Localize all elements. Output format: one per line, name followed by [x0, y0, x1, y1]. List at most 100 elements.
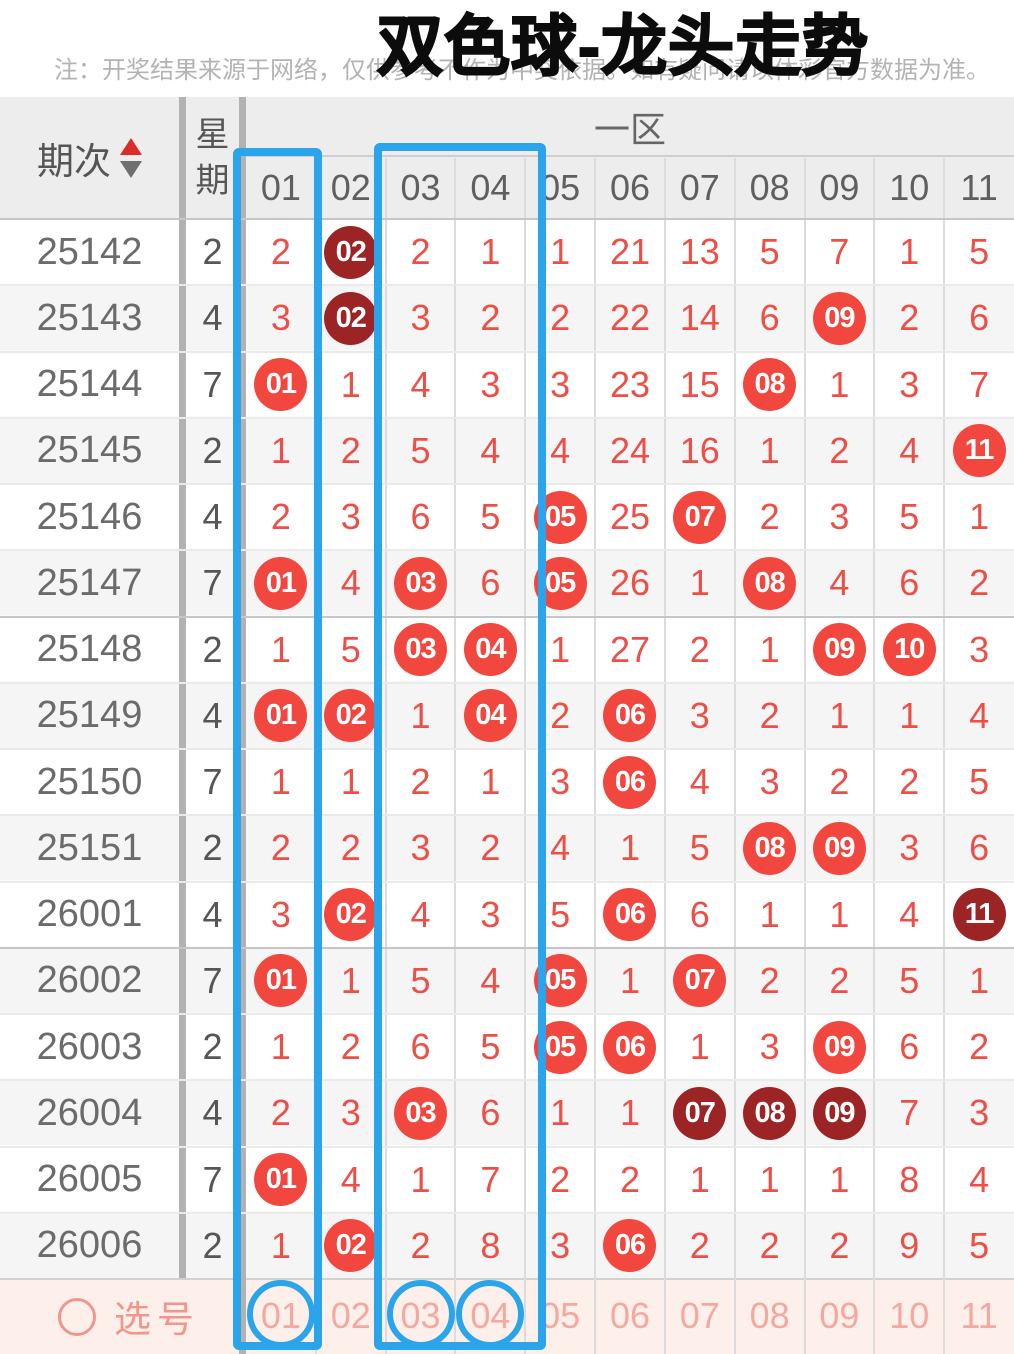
miss-count-cell: 3	[340, 496, 361, 538]
ball-cell: 08	[735, 816, 805, 880]
weekday-cell: 4	[202, 297, 223, 339]
miss-count-cell: 1	[340, 761, 361, 803]
weekday-cell: 4	[202, 694, 223, 736]
period-cell: 25151	[36, 826, 143, 869]
miss-count-cell: 2	[340, 1026, 361, 1068]
period-header-label: 期次	[37, 140, 111, 182]
ball-cell: 11	[944, 883, 1014, 947]
ball-cell: 02	[316, 883, 386, 947]
table-row-26003: 26003 2 1 2 6 5 05 06 1 3 09 6 2	[0, 1013, 1014, 1079]
miss-count-cell: 4	[410, 363, 431, 405]
select-number-09[interactable]: 09	[819, 1295, 860, 1336]
miss-count-cell: 3	[899, 363, 920, 405]
miss-count-cell: 4	[689, 761, 710, 803]
drawn-ball-09: 09	[812, 1020, 866, 1074]
select-number-05[interactable]: 05	[540, 1295, 581, 1336]
miss-count-cell: 6	[689, 893, 710, 935]
period-cell: 25143	[36, 296, 143, 339]
miss-count-cell: 1	[480, 231, 501, 273]
period-header-sort[interactable]: 期次	[0, 97, 179, 218]
select-number-08[interactable]: 08	[749, 1295, 790, 1336]
miss-count-cell: 1	[899, 231, 920, 273]
miss-count-cell: 4	[480, 959, 501, 1001]
weekday-cell: 2	[202, 231, 223, 273]
ball-cell: 03	[386, 1081, 456, 1145]
drawn-ball-01: 01	[254, 689, 308, 743]
drawn-ball-09: 09	[812, 821, 866, 875]
period-cell: 26003	[36, 1025, 143, 1068]
ball-cell: 07	[665, 1081, 735, 1145]
table-row-26005: 26005 7 01 4 1 7 2 2 1 1 1 8 4	[0, 1145, 1014, 1212]
weekday-cell: 2	[202, 1224, 223, 1266]
miss-count-cell: 2	[759, 694, 780, 736]
miss-count-cell: 16	[679, 429, 720, 471]
select-number-row: 选号 01 02 03 04 05 06 07 08 09 10 11	[0, 1278, 1014, 1354]
select-number-06[interactable]: 06	[609, 1295, 650, 1336]
sort-arrows-icon	[120, 137, 142, 178]
miss-count-cell: 22	[609, 297, 650, 339]
drawn-ball-02: 02	[324, 1219, 378, 1273]
select-radio-icon[interactable]	[58, 1298, 96, 1336]
miss-count-cell: 4	[550, 429, 571, 471]
miss-count-cell: 3	[270, 297, 291, 339]
miss-count-cell: 1	[829, 893, 850, 935]
miss-count-cell: 1	[829, 694, 850, 736]
miss-count-cell: 1	[340, 959, 361, 1001]
miss-count-cell: 2	[689, 628, 710, 670]
select-number-02[interactable]: 02	[330, 1295, 371, 1336]
drawn-ball-07: 07	[673, 954, 727, 1008]
drawn-ball-01: 01	[254, 954, 308, 1008]
column-divider	[733, 158, 736, 1354]
miss-count-cell: 7	[969, 363, 990, 405]
weekday-header-label: 星期	[195, 115, 230, 200]
weekday-cell: 4	[202, 496, 223, 538]
weekday-cell: 7	[202, 959, 223, 1001]
miss-count-cell: 1	[270, 628, 291, 670]
miss-count-cell: 2	[689, 1224, 710, 1266]
miss-count-cell: 6	[410, 496, 431, 538]
select-number-11[interactable]: 11	[960, 1295, 998, 1336]
miss-count-cell: 8	[480, 1224, 501, 1266]
miss-count-cell: 4	[969, 1158, 990, 1200]
sort-up-icon	[120, 137, 142, 155]
column-header-03: 03	[400, 167, 441, 208]
ball-cell: 07	[665, 949, 735, 1013]
miss-count-cell: 26	[609, 562, 650, 604]
miss-count-cell: 5	[410, 959, 431, 1001]
table-row-26006: 26006 2 1 02 2 8 3 06 2 2 2 9 5	[0, 1211, 1014, 1278]
miss-count-cell: 7	[480, 1158, 501, 1200]
sort-down-icon	[120, 160, 142, 178]
miss-count-cell: 3	[410, 827, 431, 869]
miss-count-cell: 3	[759, 761, 780, 803]
weekday-cell: 2	[202, 827, 223, 869]
miss-count-cell: 4	[899, 893, 920, 935]
drawn-ball-01: 01	[254, 358, 308, 412]
column-divider	[454, 158, 457, 1354]
miss-count-cell: 1	[899, 694, 920, 736]
drawn-ball-02: 02	[324, 888, 378, 942]
miss-count-cell: 2	[829, 959, 850, 1001]
miss-count-cell: 6	[759, 297, 780, 339]
miss-count-cell: 3	[480, 363, 501, 405]
ball-cell: 11	[944, 419, 1014, 483]
miss-count-cell: 2	[759, 496, 780, 538]
miss-count-cell: 1	[829, 1158, 850, 1200]
miss-count-cell: 4	[480, 429, 501, 471]
miss-count-cell: 1	[410, 694, 431, 736]
column-divider	[803, 158, 806, 1354]
drawn-ball-02: 02	[324, 291, 378, 345]
miss-count-cell: 6	[899, 562, 920, 604]
drawn-ball-01: 01	[254, 556, 308, 610]
drawn-ball-06: 06	[603, 755, 657, 809]
miss-count-cell: 1	[619, 959, 640, 1001]
select-number-07[interactable]: 07	[679, 1295, 720, 1336]
miss-count-cell: 3	[550, 1224, 571, 1266]
miss-count-cell: 2	[410, 231, 431, 273]
miss-count-cell: 1	[270, 761, 291, 803]
miss-count-cell: 1	[340, 363, 361, 405]
weekday-cell: 7	[202, 761, 223, 803]
table-row-25148: 25148 2 1 5 03 04 1 27 2 1 09 10 3	[0, 615, 1014, 682]
select-number-10[interactable]: 10	[889, 1295, 930, 1336]
weekday-header: 星期	[186, 97, 239, 218]
